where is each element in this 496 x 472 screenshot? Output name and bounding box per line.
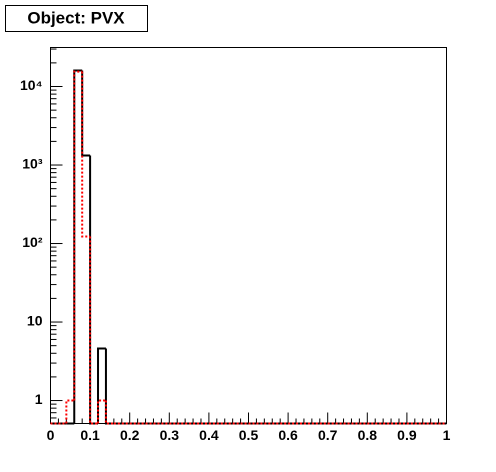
histogram-bin (97, 399, 106, 424)
x-tick-label: 0.4 (199, 427, 219, 443)
y-tick-label: 1 (35, 391, 43, 407)
x-tick-label: 0.7 (318, 427, 338, 443)
x-tick-label: 0.1 (80, 427, 100, 443)
chart-title: Object: PVX (27, 8, 125, 27)
histogram-bin (97, 347, 106, 424)
x-tick-label: 1 (443, 427, 451, 443)
y-tick-label: 10 (27, 313, 43, 329)
y-tick-label: 10⁴ (20, 77, 43, 93)
x-tick-label: 0.3 (160, 427, 180, 443)
histogram-bin (89, 236, 99, 425)
histogram-bin (65, 399, 75, 424)
x-tick-label: 0.2 (120, 427, 140, 443)
histogram-bin (73, 70, 83, 401)
x-tick-label: 0.9 (397, 427, 417, 443)
histogram-bin (104, 400, 114, 425)
x-tick-label: 0 (47, 427, 55, 443)
x-tick-label: 0.5 (239, 427, 259, 443)
y-tick-label: 10³ (22, 156, 43, 172)
histogram-bin (81, 71, 91, 238)
x-tick-label: 0.6 (278, 427, 298, 443)
y-tick-label: 10² (22, 234, 43, 250)
x-tick-label: 0.8 (358, 427, 378, 443)
histogram-bin (81, 70, 91, 157)
histogram-bin (73, 69, 83, 424)
title-box (5, 5, 148, 32)
